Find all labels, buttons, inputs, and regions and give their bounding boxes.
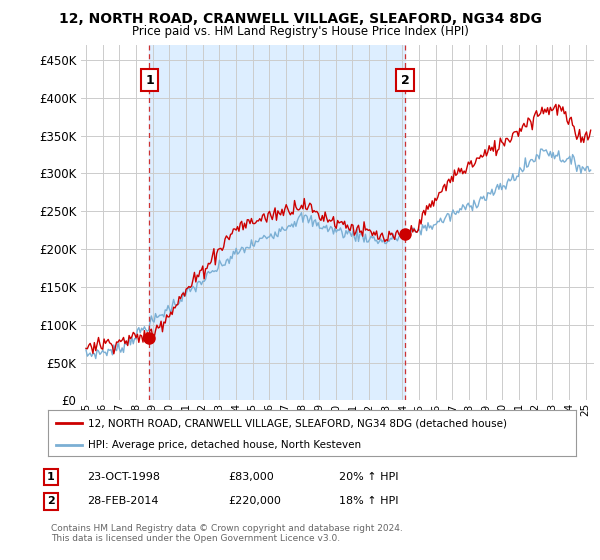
Text: 28-FEB-2014: 28-FEB-2014: [87, 496, 158, 506]
Text: 23-OCT-1998: 23-OCT-1998: [87, 472, 160, 482]
Text: 12, NORTH ROAD, CRANWELL VILLAGE, SLEAFORD, NG34 8DG: 12, NORTH ROAD, CRANWELL VILLAGE, SLEAFO…: [59, 12, 541, 26]
Text: 12, NORTH ROAD, CRANWELL VILLAGE, SLEAFORD, NG34 8DG (detached house): 12, NORTH ROAD, CRANWELL VILLAGE, SLEAFO…: [88, 418, 506, 428]
Text: 2: 2: [47, 496, 55, 506]
Text: 1: 1: [145, 74, 154, 87]
Text: HPI: Average price, detached house, North Kesteven: HPI: Average price, detached house, Nort…: [88, 440, 361, 450]
Text: 1: 1: [47, 472, 55, 482]
Bar: [149, 45, 405, 400]
Text: 18% ↑ HPI: 18% ↑ HPI: [339, 496, 398, 506]
Text: £220,000: £220,000: [228, 496, 281, 506]
Text: Price paid vs. HM Land Registry's House Price Index (HPI): Price paid vs. HM Land Registry's House …: [131, 25, 469, 38]
Text: 2: 2: [401, 74, 409, 87]
Text: Contains HM Land Registry data © Crown copyright and database right 2024.
This d: Contains HM Land Registry data © Crown c…: [51, 524, 403, 543]
Text: £83,000: £83,000: [228, 472, 274, 482]
Text: 20% ↑ HPI: 20% ↑ HPI: [339, 472, 398, 482]
